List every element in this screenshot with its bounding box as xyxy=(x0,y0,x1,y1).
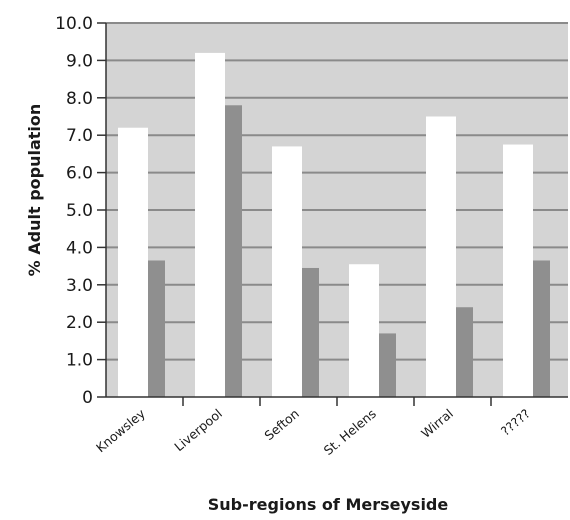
bar-series-1-2 xyxy=(272,146,302,397)
y-tick-label: 4.0 xyxy=(66,238,93,258)
y-tick-label: 7.0 xyxy=(66,126,93,146)
y-tick-label: 6.0 xyxy=(66,164,93,184)
y-tick-label: 5.0 xyxy=(66,201,93,221)
y-tick-label: 1.0 xyxy=(66,351,93,371)
bar-series-2-5 xyxy=(533,260,550,397)
y-tick-label: 9.0 xyxy=(66,51,93,71)
y-tick-label: 0 xyxy=(82,388,93,408)
y-tick-labels: 0 1.0 2.0 3.0 4.0 5.0 6.0 7.0 8.0 9.0 10.0 xyxy=(55,14,93,408)
bar-series-1-0 xyxy=(118,127,148,397)
gridlines xyxy=(106,22,568,361)
bar-series-1-4 xyxy=(426,116,456,397)
x-category-label: Wirral xyxy=(418,406,456,441)
axes xyxy=(97,22,568,406)
x-category-label: Liverpool xyxy=(171,406,225,454)
x-category-label: Sefton xyxy=(261,406,301,443)
bar-series-2-0 xyxy=(148,260,165,397)
bar-series-1-5 xyxy=(503,144,533,397)
bar-series-2-4 xyxy=(456,307,473,397)
bar-series-2-2 xyxy=(302,267,319,397)
bar-series-2-3 xyxy=(379,333,396,397)
bars xyxy=(118,52,550,398)
x-category-labels: Knowsley Liverpool Sefton St. Helens Wirral?… xyxy=(93,405,533,458)
bar-series-1-1 xyxy=(195,52,225,398)
x-category-label: ????? xyxy=(498,406,533,439)
y-tick-label: 3.0 xyxy=(66,276,93,296)
y-tick-label: 8.0 xyxy=(66,89,93,109)
y-tick-label: 10.0 xyxy=(55,14,93,34)
bar-series-1-3 xyxy=(349,264,379,397)
bar-series-2-1 xyxy=(225,105,242,397)
x-axis-title: Sub-regions of Merseyside xyxy=(208,495,449,514)
y-tick-label: 2.0 xyxy=(66,313,93,333)
x-category-label: Knowsley xyxy=(93,405,148,455)
x-category-label: St. Helens xyxy=(321,406,379,458)
y-axis-title: % Adult population xyxy=(25,104,44,277)
